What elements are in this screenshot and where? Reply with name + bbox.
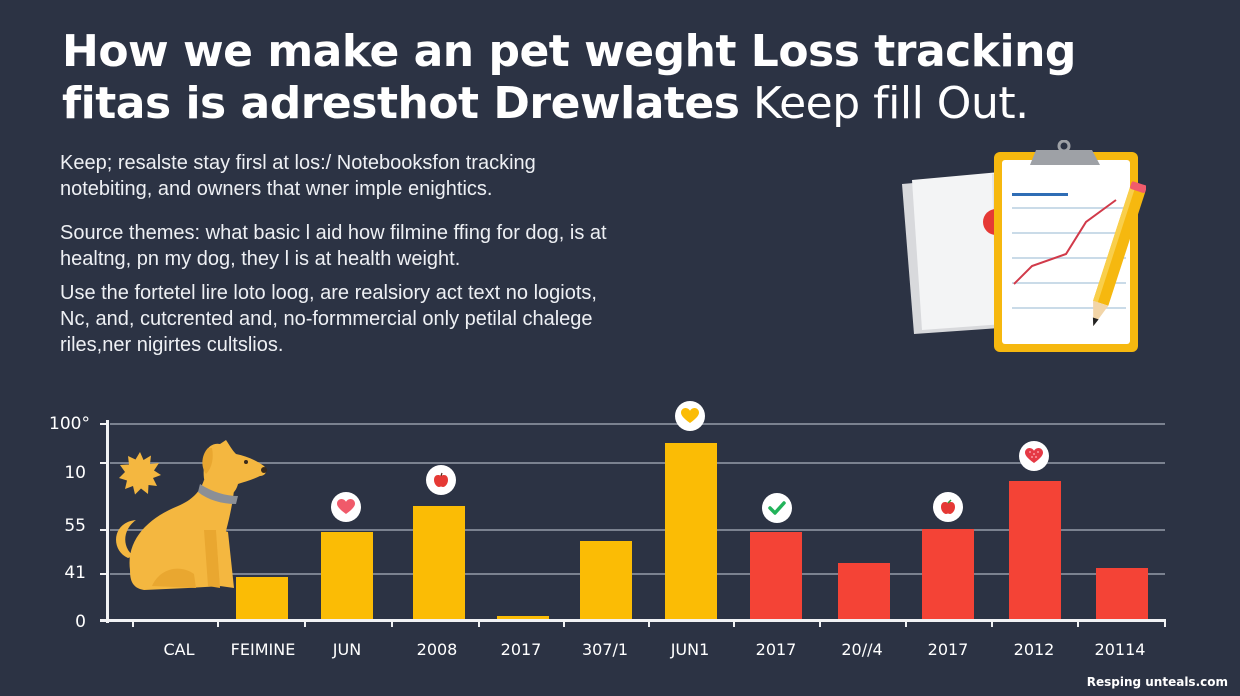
bar-2012[interactable] <box>1009 481 1061 621</box>
gridline <box>110 529 1165 531</box>
y-tick-label: 55 <box>64 516 86 536</box>
clipboard-chart-icon <box>902 140 1146 352</box>
source-credit: Resping unteals.com <box>1086 675 1228 689</box>
y-tick-mark <box>100 573 108 575</box>
x-tick-mark <box>648 621 650 627</box>
bar-feimine[interactable] <box>236 577 288 621</box>
gridline <box>110 423 1165 425</box>
y-tick-label: 10 <box>64 463 86 483</box>
y-tick-label: 0 <box>75 612 86 632</box>
x-tick-mark <box>991 621 993 627</box>
intro-text: Keep; resalste stay firsl at los:/ Noteb… <box>60 150 620 358</box>
x-tick-label: 2017 <box>500 640 542 659</box>
apple-icon <box>941 499 955 514</box>
x-axis <box>100 619 1166 622</box>
y-tick-label: 100° <box>49 414 90 434</box>
x-tick-mark <box>819 621 821 627</box>
x-tick-label: 2017 <box>927 640 969 659</box>
y-axis <box>106 420 109 623</box>
bar-2017-c[interactable] <box>922 529 974 621</box>
x-tick-label: FEIMINE <box>230 640 296 659</box>
x-tick-mark <box>733 621 735 627</box>
x-tick-label: 2008 <box>416 640 458 659</box>
bar-20-4[interactable] <box>838 563 890 621</box>
apple-badge <box>426 465 456 495</box>
berry-heart-icon <box>1025 448 1043 463</box>
x-tick-mark <box>1077 621 1079 627</box>
x-tick-label: 20//4 <box>841 640 883 659</box>
y-tick-mark <box>100 529 108 531</box>
heart-icon <box>681 408 699 423</box>
bar-2017-a[interactable] <box>497 616 549 621</box>
dog-icon <box>116 440 267 590</box>
gridline <box>110 462 1165 464</box>
x-tick-label: 2017 <box>755 640 797 659</box>
heart-badge-gold <box>675 401 705 431</box>
x-tick-mark <box>132 621 134 627</box>
paragraph-2: Source themes: what basic l aid how film… <box>60 222 607 270</box>
bar-307-1[interactable] <box>580 541 632 621</box>
paragraph-1: Keep; resalste stay firsl at los:/ Noteb… <box>60 152 536 200</box>
x-tick-mark <box>478 621 480 627</box>
x-tick-mark <box>563 621 565 627</box>
x-tick-mark <box>304 621 306 627</box>
y-tick-mark <box>100 423 108 425</box>
apple-icon <box>434 472 448 487</box>
heart-badge <box>331 492 361 522</box>
x-tick-label: 20114 <box>1094 640 1146 659</box>
x-tick-label: CAL <box>163 640 195 659</box>
x-tick-label: 2012 <box>1013 640 1055 659</box>
apple-badge <box>933 492 963 522</box>
x-tick-mark <box>217 621 219 627</box>
bar-jun1[interactable] <box>665 443 717 621</box>
sun-icon <box>119 452 161 495</box>
x-tick-mark <box>905 621 907 627</box>
bar-jun[interactable] <box>321 532 373 621</box>
page-title: How we make an pet weght Loss tracking f… <box>62 26 1222 130</box>
x-tick-label: 307/1 <box>581 640 629 659</box>
checkmark-badge <box>762 493 792 523</box>
paragraph-3: Use the fortetel lire loto loog, are rea… <box>60 282 597 356</box>
checkmark-icon <box>768 501 786 515</box>
title-line-2-bold: fitas is adresthot Drewlates <box>62 78 740 129</box>
bar-2008[interactable] <box>413 506 465 621</box>
title-line-2-light: Keep fill Out. <box>739 78 1029 129</box>
bar-2017-b[interactable] <box>750 532 802 621</box>
x-tick-label: JUN <box>332 640 362 659</box>
berry-heart-badge <box>1019 441 1049 471</box>
heart-icon <box>337 499 355 514</box>
gridline <box>110 573 1165 575</box>
x-tick-mark <box>1164 621 1166 627</box>
x-tick-label: JUN1 <box>670 640 710 659</box>
y-tick-mark <box>100 462 108 464</box>
x-tick-mark <box>391 621 393 627</box>
bar-20114[interactable] <box>1096 568 1148 621</box>
title-line-1: How we make an pet weght Loss tracking <box>62 26 1076 77</box>
y-tick-label: 41 <box>64 563 86 583</box>
